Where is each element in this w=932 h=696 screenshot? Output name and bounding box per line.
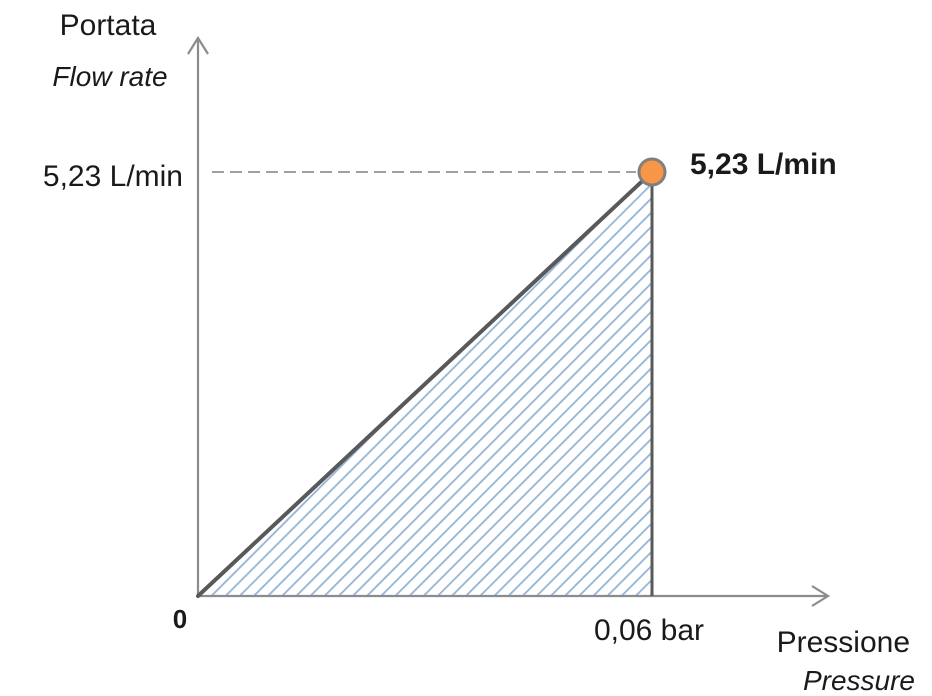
x-axis-label: Pressione xyxy=(777,626,910,659)
y-axis-label: Portata xyxy=(60,9,157,42)
y-axis-label-en: Flow rate xyxy=(52,61,167,92)
series-line xyxy=(196,170,654,598)
y-axis-arrow xyxy=(187,35,209,55)
x-tick-label: 0,06 bar xyxy=(594,614,704,647)
data-point-label: 5,23 L/min xyxy=(690,148,837,181)
origin-label: 0 xyxy=(173,604,187,634)
data-point xyxy=(637,157,667,187)
y-tick-label: 5,23 L/min xyxy=(43,160,183,193)
x-axis-arrow xyxy=(811,585,831,607)
x-axis-label-en: Pressure xyxy=(803,665,915,696)
